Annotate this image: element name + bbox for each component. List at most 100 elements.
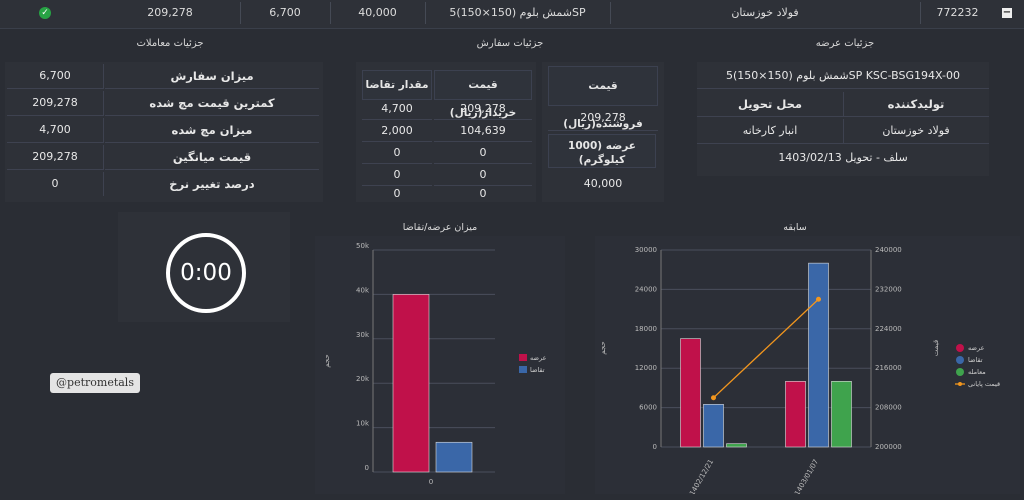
y2-tick-label: 224000 <box>875 325 902 333</box>
supply-label: عرضه (1000 کیلوگرم) <box>548 134 656 168</box>
trade-label: درصد تغییر نرخ <box>169 177 255 191</box>
price-point <box>816 296 821 302</box>
buyer-table: قیمت خریدار(ریال) مقدار تقاضا 209,278 4,… <box>356 62 536 202</box>
delivery-note: سلف - تحویل 1403/02/13 <box>778 151 908 164</box>
legend-label: تقاضا <box>968 356 983 364</box>
y2-tick-label: 216000 <box>875 364 902 372</box>
top-supply-amount: 40,000 <box>330 2 426 24</box>
delivery-value: انبار کارخانه <box>697 119 844 144</box>
y2-tick-label: 200000 <box>875 443 902 451</box>
buyer-price-cell: 209,278 <box>434 98 532 120</box>
order-details-heading: جزئیات سفارش <box>476 38 544 49</box>
bar-series-2 <box>726 443 747 448</box>
producer-value: فولاد خوزستان <box>843 119 989 144</box>
legend-swatch <box>956 368 964 376</box>
collapse-icon[interactable]: − <box>1002 7 1012 18</box>
legend-swatch <box>519 366 527 373</box>
bar-supply <box>392 294 430 473</box>
seller-price-label: قیمت فروشنده(ریال) <box>548 66 658 130</box>
top-product: شمش بلوم (150×150)5SP <box>425 2 611 24</box>
offer-product-title: شمش بلوم (150×150)5SP KSC-BSG194X-00 <box>697 64 989 89</box>
offer-details-panel: شمش بلوم (150×150)5SP KSC-BSG194X-00 محل… <box>697 62 989 176</box>
delivery-label: محل تحویل <box>697 92 844 117</box>
x-tick-label: 0 <box>429 478 433 486</box>
legend-label: معامله <box>968 368 986 376</box>
y-axis-label: حجم <box>323 354 331 368</box>
demand-qty-cell: 2,000 <box>362 120 432 142</box>
offer-details-heading: جزئیات عرضه <box>815 38 875 49</box>
trade-label: قیمت میانگین <box>105 145 319 170</box>
chart1-title: میزان عرضه/تقاضا <box>402 222 478 233</box>
chart2-background <box>595 236 1020 494</box>
legend-swatch <box>956 356 964 364</box>
top-avg-price: 209,278 <box>100 2 241 24</box>
supply-value: 40,000 <box>583 177 623 190</box>
y2-tick-label: 232000 <box>875 285 902 293</box>
top-traded-amount: 6,700 <box>240 2 331 24</box>
legend-label: تقاضا <box>530 366 545 374</box>
y-tick-label: 30000 <box>635 246 657 254</box>
seller-price-value: 209,278 <box>548 106 658 131</box>
y-tick-label: 0 <box>365 464 369 472</box>
countdown-timer: 0:00 <box>166 233 246 313</box>
y2-tick-label: 240000 <box>875 246 902 254</box>
y-tick-label: 0 <box>653 443 657 451</box>
supply-demand-chart: 0 10k 20k 30k 40k 50k حجم 0 عرضه تقاضا <box>315 236 565 494</box>
watermark-logo: @petrometals <box>50 373 140 393</box>
bar-demand <box>435 441 473 473</box>
trade-value: 6,700 <box>7 64 104 89</box>
price-line <box>713 298 819 399</box>
trade-value: 209,278 <box>7 91 104 116</box>
bar-series-1 <box>703 404 724 448</box>
chart2-title: سابقه <box>783 222 807 233</box>
y-axis-label: حجم <box>599 341 607 355</box>
top-producer: فولاد خوزستان <box>610 2 921 24</box>
legend-label: عرضه <box>530 354 547 362</box>
buyer-price-cell: 0 <box>434 164 532 186</box>
trade-details-heading: جزئیات معاملات <box>136 38 204 49</box>
legend-label: عرضه <box>968 344 985 352</box>
y-tick-label: 18000 <box>635 325 657 333</box>
bar-series-0 <box>680 338 701 448</box>
trade-value: 0 <box>7 172 104 196</box>
buyer-price-cell: 104,639 <box>434 120 532 142</box>
bar-series-2 <box>831 381 852 448</box>
demand-qty-cell: 0 <box>362 164 432 186</box>
price-point <box>711 395 716 401</box>
y-tick-label: 20k <box>356 375 370 383</box>
bar-series-1 <box>808 262 829 448</box>
producer-label: تولیدکننده <box>843 92 989 117</box>
demand-qty-cell: 0 <box>362 142 432 164</box>
trade-label: میزان مچ شده <box>105 118 319 143</box>
top-summary-row[interactable]: ✓ 209,278 6,700 40,000 شمش بلوم (150×150… <box>0 0 1024 29</box>
y-tick-label: 12000 <box>635 364 657 372</box>
y-tick-label: 10k <box>356 420 370 428</box>
legend-label: قیمت پایانی <box>968 380 1000 388</box>
trade-value: 209,278 <box>7 145 104 170</box>
demand-qty-cell: 0 <box>393 187 401 200</box>
trade-details-panel: میزان سفارش 6,700 کمترین قیمت مچ شده 209… <box>5 62 323 202</box>
y-tick-label: 40k <box>356 286 370 294</box>
trade-value: 4,700 <box>7 118 104 143</box>
buyer-price-header: قیمت خریدار(ریال) <box>434 70 532 119</box>
y2-axis-label: قیمت <box>932 340 940 356</box>
buyer-price-cell: 0 <box>434 142 532 164</box>
y-tick-label: 30k <box>356 331 370 339</box>
bar-series-0 <box>785 381 806 448</box>
seller-panel: قیمت فروشنده(ریال) 209,278 عرضه (1000 کی… <box>542 62 664 202</box>
legend-swatch <box>519 354 527 361</box>
legend-swatch-dot <box>958 382 962 386</box>
y2-tick-label: 208000 <box>875 404 902 412</box>
trade-label: میزان سفارش <box>105 64 319 89</box>
y-tick-label: 6000 <box>639 404 657 412</box>
buyer-price-cell: 0 <box>479 187 487 200</box>
y-tick-label: 50k <box>356 242 370 250</box>
demand-qty-cell: 4,700 <box>362 98 432 120</box>
y-tick-label: 24000 <box>635 285 657 293</box>
check-icon: ✓ <box>39 7 51 19</box>
legend-swatch <box>956 344 964 352</box>
demand-qty-header: مقدار تقاضا <box>362 70 432 100</box>
history-chart: 0 6000 12000 18000 24000 30000 200000 208000 216… <box>595 236 1020 494</box>
top-id: 772232 <box>936 6 979 19</box>
trade-label: کمترین قیمت مچ شده <box>105 91 319 116</box>
